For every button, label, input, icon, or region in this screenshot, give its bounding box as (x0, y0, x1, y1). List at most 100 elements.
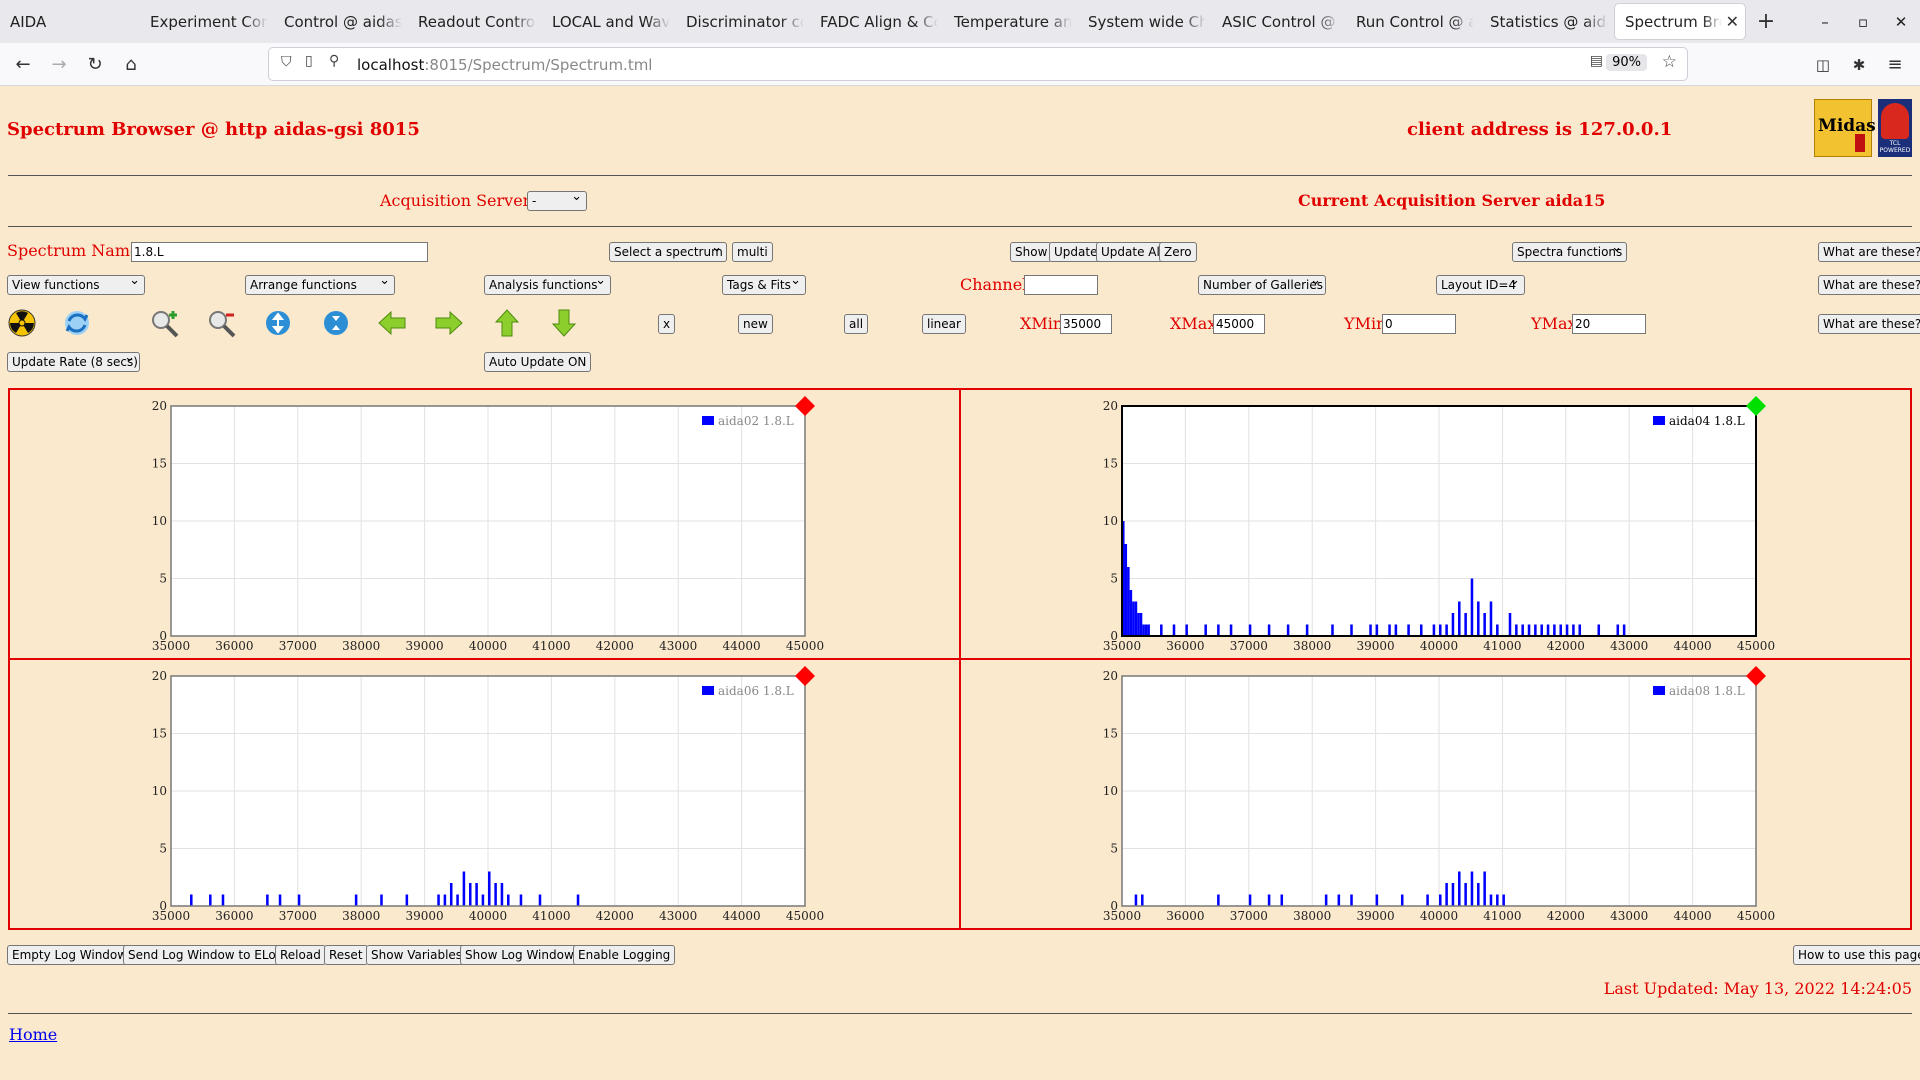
tab-discriminator[interactable]: Discriminator control (676, 0, 810, 43)
spectrum-name-input[interactable]: 1.8.L (131, 242, 428, 262)
arrange-functions-dropdown[interactable]: Arrange functions (245, 272, 395, 295)
menu-icon[interactable]: ≡ (1887, 54, 1903, 75)
linear-button[interactable]: linear (922, 314, 966, 334)
update-rate-dropdown[interactable]: Update Rate (8 secs) (7, 349, 140, 372)
send-log-to-elog-button[interactable]: Send Log Window to ELog (123, 945, 289, 965)
status-diamond-icon (1746, 666, 1766, 686)
arrow-up-icon[interactable] (493, 308, 523, 338)
back-icon[interactable]: ← (15, 54, 31, 75)
zoom-in-icon[interactable] (150, 309, 180, 339)
reload-icon[interactable]: ↻ (87, 54, 103, 75)
update-all-button[interactable]: Update All (1096, 242, 1169, 262)
tab-spectrum-browser[interactable]: Spectrum Browser✕ (1614, 3, 1746, 40)
xmin-input[interactable]: 35000 (1060, 314, 1112, 334)
ymin-input[interactable]: 0 (1382, 314, 1456, 334)
tab-run-control[interactable]: Run Control @ aidas (1346, 0, 1480, 43)
tab-fadc-align[interactable]: FADC Align & Control (810, 0, 944, 43)
histogram-bar (1553, 624, 1556, 636)
tab-asic-control[interactable]: ASIC Control @ aidas (1212, 0, 1346, 43)
close-window-icon[interactable]: ✕ (1894, 12, 1908, 31)
zero-button[interactable]: Zero (1159, 242, 1197, 262)
zoom-level[interactable]: 90% (1606, 54, 1647, 71)
x-button[interactable]: x (658, 314, 676, 334)
auto-update-button[interactable]: Auto Update ON (484, 352, 592, 372)
spectrum-panel-aida06[interactable]: 35000 36000 37000 38000 39000 40000 41000 42000… (10, 660, 961, 930)
spectrum-panel-aida08[interactable]: 35000 36000 37000 38000 39000 40000 41000 42000… (961, 660, 1912, 930)
zoom-out-icon[interactable] (207, 309, 237, 339)
histogram-bar (1419, 624, 1423, 636)
x-tick-label: 45000 (1737, 639, 1775, 653)
pocket-icon[interactable]: ◫ (1815, 56, 1831, 74)
what-are-these-button-1[interactable]: What are these? (1818, 242, 1920, 262)
tab-readout-control[interactable]: Readout Control @ (408, 0, 542, 43)
histogram-bar (1483, 613, 1486, 636)
home-icon[interactable]: ⌂ (125, 54, 137, 75)
select-spectrum-dropdown[interactable]: Select a spectrum (609, 239, 727, 262)
radiation-icon[interactable] (8, 309, 38, 339)
tab-experiment-control[interactable]: Experiment Control (140, 0, 274, 43)
tags-fits-dropdown[interactable]: Tags & Fits (722, 272, 806, 295)
histogram-bar (1248, 624, 1252, 636)
x-tick-label: 44000 (723, 639, 761, 653)
multi-button[interactable]: multi (732, 242, 773, 262)
bookmark-star-icon[interactable]: ☆ (1661, 52, 1677, 72)
home-link[interactable]: Home (9, 1025, 58, 1044)
channel-label: Channel: (960, 275, 1033, 294)
contract-y-icon[interactable] (322, 309, 352, 339)
tab-label: LOCAL and Wave (552, 12, 670, 31)
close-icon[interactable]: ✕ (1725, 12, 1739, 31)
url-bar[interactable]: ⛉ ▯ ⚲ localhost:8015/Spectrum/Spectrum.t… (268, 47, 1688, 81)
histogram-bar (519, 894, 523, 906)
histogram-bar (1305, 624, 1309, 636)
tab-local-wave[interactable]: LOCAL and Wave (542, 0, 676, 43)
xmax-input[interactable]: 45000 (1213, 314, 1265, 334)
minimize-icon[interactable]: – (1821, 12, 1829, 31)
reload-button[interactable]: Reload (275, 945, 326, 965)
how-to-use-button[interactable]: How to use this page (1793, 945, 1920, 965)
extension-icon[interactable]: ✱ (1852, 56, 1866, 74)
tab-statistics[interactable]: Statistics @ aidas (1480, 0, 1614, 43)
histogram-bar (1464, 883, 1467, 906)
arrow-left-icon[interactable] (377, 309, 407, 339)
histogram-bar (1534, 624, 1537, 636)
arrow-right-icon[interactable] (434, 309, 464, 339)
show-button[interactable]: Show (1010, 242, 1053, 262)
new-tab-icon[interactable]: + (1756, 9, 1776, 34)
update-button[interactable]: Update (1049, 242, 1103, 262)
arrow-down-icon[interactable] (550, 308, 580, 338)
number-of-galleries-dropdown[interactable]: Number of Galleries (1198, 272, 1326, 295)
histogram-bar (1217, 624, 1220, 636)
histogram-bar (481, 894, 485, 906)
acquisition-server-select[interactable]: - (527, 188, 587, 211)
empty-log-window-button[interactable]: Empty Log Window (7, 945, 133, 965)
expand-y-icon[interactable] (264, 309, 294, 339)
all-button[interactable]: all (844, 314, 869, 334)
what-are-these-button-3[interactable]: What are these? (1818, 314, 1920, 334)
tab-control[interactable]: Control @ aidas-gsi (274, 0, 408, 43)
maximize-icon[interactable]: ▫ (1857, 12, 1869, 31)
x-tick-label: 39000 (406, 909, 444, 923)
new-button[interactable]: new (738, 314, 773, 334)
channel-input[interactable] (1024, 275, 1098, 295)
refresh-icon[interactable] (63, 309, 93, 339)
forward-icon[interactable]: → (51, 54, 67, 75)
enable-logging-button[interactable]: Enable Logging (573, 945, 676, 965)
spectrum-panel-aida02[interactable]: 35000 36000 37000 38000 39000 40000 41000 42000… (10, 390, 961, 660)
layout-id-dropdown[interactable]: Layout ID=4 (1436, 272, 1525, 295)
ymax-input[interactable]: 20 (1572, 314, 1646, 334)
histogram-bar (1496, 624, 1499, 636)
reader-view-icon[interactable]: ▤ (1589, 53, 1603, 69)
xmin-label: XMin (1020, 314, 1064, 333)
spectrum-panel-aida04[interactable]: 35000 36000 37000 38000 39000 40000 41000 42000… (961, 390, 1912, 660)
show-log-window-button[interactable]: Show Log Window (460, 945, 579, 965)
status-diamond-icon (795, 396, 815, 416)
view-functions-dropdown[interactable]: View functions (7, 272, 145, 295)
reset-button[interactable]: Reset (324, 945, 368, 965)
tab-temperature[interactable]: Temperature and (944, 0, 1078, 43)
what-are-these-button-2[interactable]: What are these? (1818, 275, 1920, 295)
analysis-functions-dropdown[interactable]: Analysis functions (484, 272, 611, 295)
show-variables-button[interactable]: Show Variables (366, 945, 468, 965)
spectra-functions-dropdown[interactable]: Spectra functions (1512, 239, 1627, 262)
y-tick-label: 15 (152, 727, 167, 741)
tab-system-checks[interactable]: System wide Checks (1078, 0, 1212, 43)
